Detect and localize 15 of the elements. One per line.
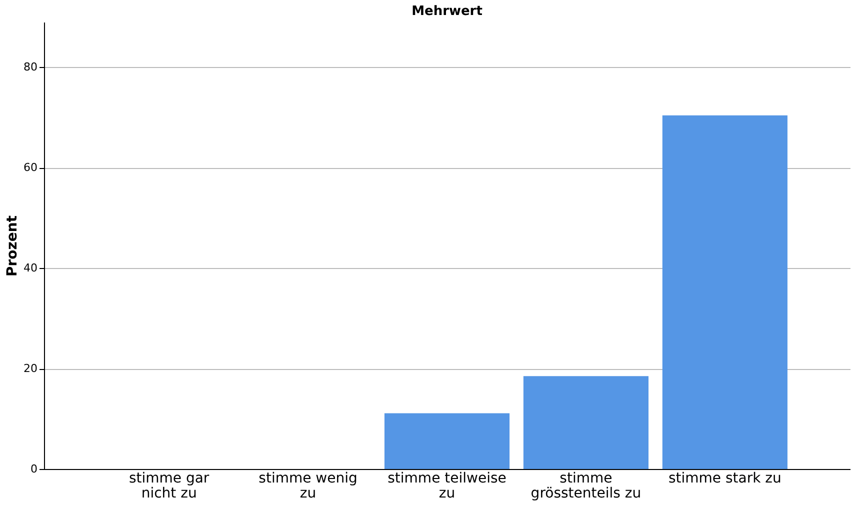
bar — [523, 376, 648, 469]
y-tick-label: 20 — [24, 362, 38, 376]
x-tick-label: stimme stark zu — [668, 470, 782, 486]
y-axis-title: Prozent — [4, 215, 21, 277]
y-tick-label: 60 — [24, 161, 38, 174]
x-tick-label: stimme wenig zu — [258, 470, 358, 502]
y-tick-label: 0 — [30, 462, 38, 476]
y-tick-label: 40 — [24, 262, 38, 275]
x-tick-label: stimme teilweise zu — [388, 470, 506, 502]
bar — [384, 413, 510, 469]
bar — [662, 115, 788, 469]
x-tick-label: stimme grösstenteils zu — [530, 470, 642, 502]
chart-title: Mehrwert — [412, 4, 482, 19]
x-tick-label: stimme gar nicht zu — [128, 470, 210, 502]
y-tick-label: 80 — [24, 60, 38, 74]
